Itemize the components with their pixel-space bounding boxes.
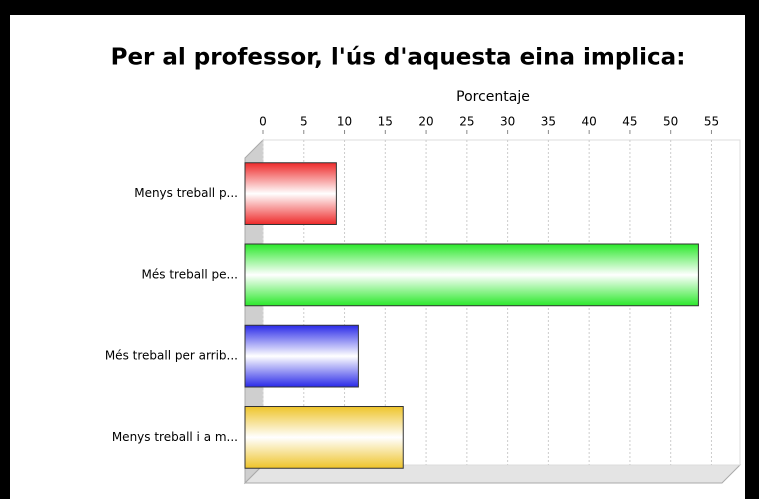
chart-title: Per al professor, l'ús d'aquesta eina im… bbox=[111, 45, 686, 71]
x-tick-label: 45 bbox=[622, 115, 637, 129]
bar bbox=[244, 162, 337, 225]
x-tick-label: 0 bbox=[259, 115, 267, 129]
x-tick-label: 35 bbox=[541, 115, 556, 129]
bar bbox=[244, 406, 404, 469]
axis-label: Porcentaje bbox=[456, 89, 530, 105]
x-tick-label: 50 bbox=[663, 115, 678, 129]
x-tick-label: 30 bbox=[500, 115, 515, 129]
x-tick-label: 20 bbox=[418, 115, 433, 129]
y-tick-label: Més treball per arrib... bbox=[105, 349, 238, 363]
x-tick-label: 10 bbox=[337, 115, 352, 129]
bar bbox=[244, 243, 699, 307]
x-tick-label: 40 bbox=[582, 115, 597, 129]
x-tick-label: 5 bbox=[300, 115, 308, 129]
x-tick-label: 25 bbox=[459, 115, 474, 129]
y-tick-label: Més treball pe... bbox=[142, 267, 238, 281]
bar bbox=[244, 324, 359, 388]
x-tick-label: 55 bbox=[704, 115, 719, 129]
y-tick-label: Menys treball p... bbox=[134, 186, 238, 200]
x-tick-label: 15 bbox=[378, 115, 393, 129]
y-tick-label: Menys treball i a m... bbox=[112, 430, 238, 444]
